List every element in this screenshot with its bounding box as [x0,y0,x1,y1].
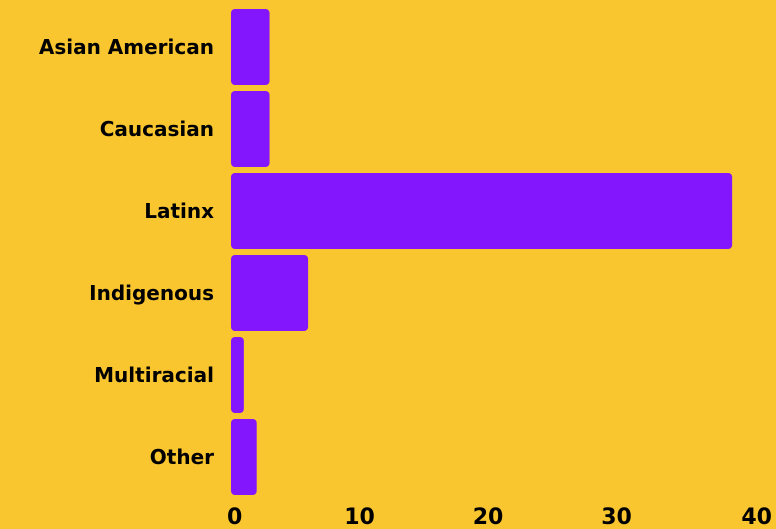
x-axis-tick-labels: 0 10 20 30 40 [227,505,772,529]
category-label-other: Other [150,445,214,469]
category-label-indigenous: Indigenous [89,281,214,305]
x-tick-label-30: 30 [601,505,632,529]
bar-indigenous [231,255,309,331]
bar-caucasian [231,91,270,167]
x-tick-label-20: 20 [473,505,504,529]
x-tick-label-0: 0 [227,505,242,529]
bar-multiracial [231,337,244,413]
category-label-multiracial: Multiracial [94,363,214,387]
category-label-latinx: Latinx [144,199,214,223]
bars [231,9,733,495]
x-tick-label-10: 10 [344,505,375,529]
category-label-asian-american: Asian American [39,35,214,59]
bar-latinx [231,173,733,249]
category-label-caucasian: Caucasian [100,117,214,141]
bar-other [231,419,257,495]
category-labels: Asian American Caucasian Latinx Indigenous M… [39,35,214,469]
bar-asian-american [231,9,270,85]
x-tick-label-40: 40 [741,505,772,529]
